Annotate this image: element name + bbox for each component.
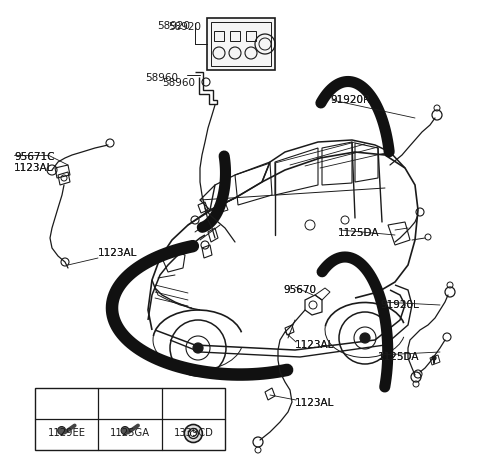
Text: 1123AL: 1123AL	[295, 340, 335, 350]
Text: 1123AL: 1123AL	[295, 398, 335, 408]
Text: 58920: 58920	[168, 22, 201, 32]
Text: 91920L: 91920L	[380, 300, 419, 310]
Text: 1125DA: 1125DA	[338, 228, 380, 238]
Circle shape	[188, 428, 198, 438]
Text: 1125DA: 1125DA	[378, 352, 420, 362]
Text: 1123AL: 1123AL	[98, 248, 137, 258]
Bar	[230, 31, 240, 41]
Text: 58960: 58960	[145, 73, 178, 83]
Bar	[246, 31, 256, 41]
Bar	[214, 31, 224, 41]
Circle shape	[193, 343, 203, 353]
Text: 91920L: 91920L	[380, 300, 419, 310]
Bar	[207, 18, 275, 70]
Text: 95670: 95670	[283, 285, 316, 295]
Bar	[35, 388, 225, 450]
Text: 1123AL: 1123AL	[295, 340, 335, 350]
Text: 95671C: 95671C	[14, 152, 55, 162]
Circle shape	[360, 333, 370, 343]
Circle shape	[184, 425, 203, 443]
Text: 1125DA: 1125DA	[338, 228, 380, 238]
Text: 1125GA: 1125GA	[110, 428, 150, 438]
Text: 58960: 58960	[162, 78, 195, 88]
Text: 58920: 58920	[157, 21, 190, 31]
Circle shape	[58, 427, 66, 435]
Text: 1123AL: 1123AL	[98, 248, 137, 258]
Text: 95670: 95670	[283, 285, 316, 295]
Text: 1129EE: 1129EE	[48, 428, 85, 438]
Text: 91920R: 91920R	[330, 95, 370, 105]
Bar	[211, 22, 271, 66]
Text: 95671C: 95671C	[14, 152, 55, 162]
Text: 91920R: 91920R	[330, 95, 370, 105]
Text: 1123AL: 1123AL	[14, 163, 53, 173]
Text: 1123AL: 1123AL	[14, 163, 53, 173]
Circle shape	[121, 427, 129, 435]
Text: 1339CD: 1339CD	[173, 428, 213, 438]
Circle shape	[432, 356, 436, 360]
Circle shape	[191, 430, 196, 437]
Text: 1125DA: 1125DA	[378, 352, 420, 362]
Text: 1123AL: 1123AL	[295, 398, 335, 408]
